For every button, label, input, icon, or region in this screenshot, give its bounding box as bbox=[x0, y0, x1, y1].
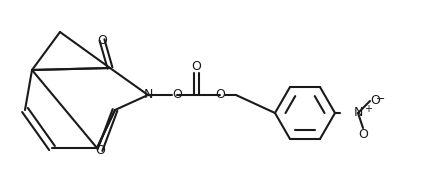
Text: O: O bbox=[172, 89, 182, 102]
Text: O: O bbox=[358, 128, 368, 141]
Text: O: O bbox=[215, 89, 225, 102]
Text: N: N bbox=[143, 89, 153, 102]
Text: O: O bbox=[370, 94, 380, 108]
Text: N: N bbox=[353, 107, 363, 119]
Text: O: O bbox=[191, 60, 201, 73]
Text: O: O bbox=[95, 143, 105, 156]
Text: +: + bbox=[364, 104, 372, 114]
Text: −: − bbox=[376, 94, 385, 104]
Text: O: O bbox=[97, 33, 107, 46]
